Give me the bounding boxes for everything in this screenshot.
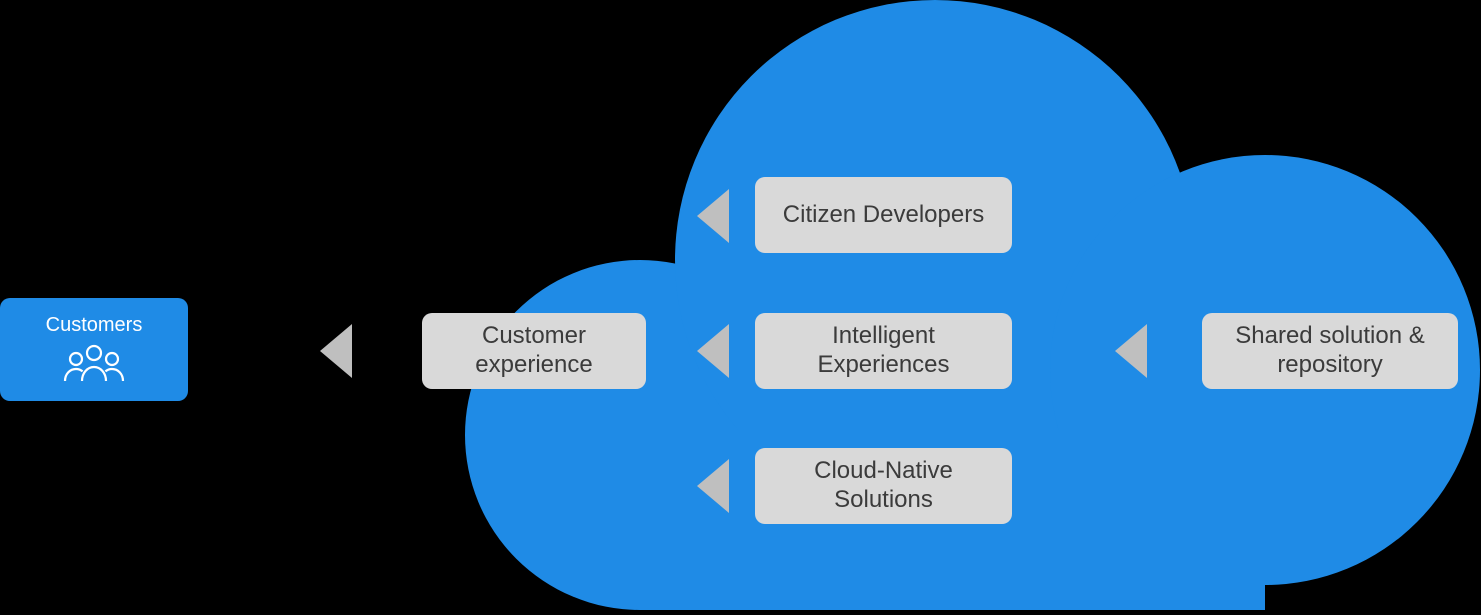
- node-customers: Customers: [0, 298, 188, 401]
- diagram-stage: Customers Customer experience Citizen De…: [0, 0, 1481, 615]
- arrow-cn-to-ce: [697, 459, 729, 513]
- cloud-native-solutions-label: Cloud-Native Solutions: [773, 457, 994, 515]
- customer-experience-label: Customer experience: [440, 322, 628, 380]
- shared-solution-label: Shared solution & repository: [1220, 322, 1440, 380]
- arrow-cd-to-ce: [697, 189, 729, 243]
- arrow-ie-to-ce: [697, 324, 729, 378]
- node-intelligent-experiences: Intelligent Experiences: [755, 313, 1012, 389]
- node-customer-experience: Customer experience: [422, 313, 646, 389]
- customers-label: Customers: [46, 314, 143, 337]
- arrow-repo-to-ie: [1115, 324, 1147, 378]
- cloud-shape: [0, 0, 1481, 615]
- people-group-icon: [62, 341, 126, 385]
- node-shared-solution: Shared solution & repository: [1202, 313, 1458, 389]
- intelligent-experiences-label: Intelligent Experiences: [773, 322, 994, 380]
- arrow-ce-to-customers: [320, 324, 352, 378]
- node-citizen-developers: Citizen Developers: [755, 177, 1012, 253]
- citizen-developers-label: Citizen Developers: [783, 201, 984, 230]
- node-cloud-native-solutions: Cloud-Native Solutions: [755, 448, 1012, 524]
